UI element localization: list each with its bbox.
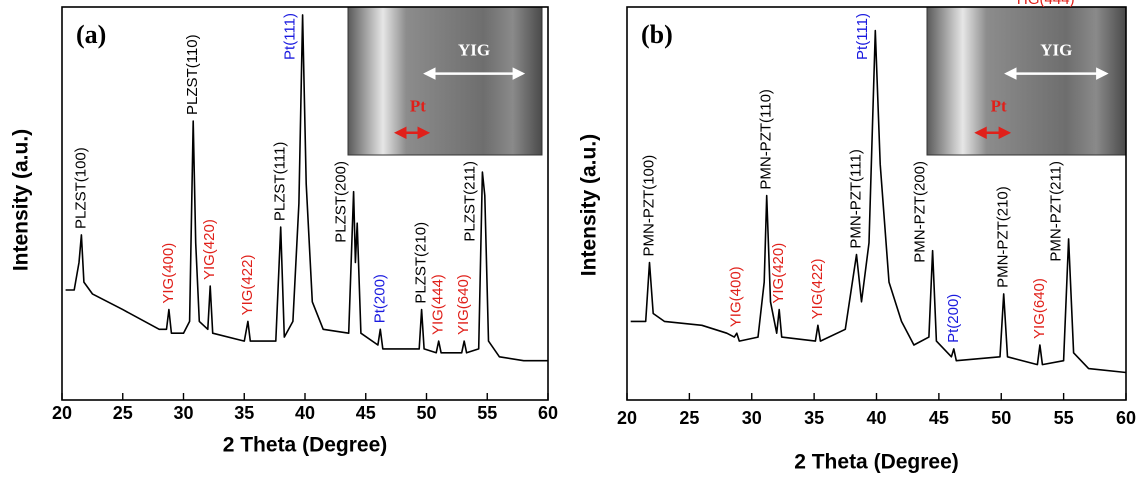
xrd-curve [630, 29, 1127, 374]
xrd-curve [65, 14, 548, 362]
peak-label: PLZST(110) [184, 34, 201, 115]
peak-label: PMN-PZT(211) [1048, 161, 1065, 262]
peak-label: YIG(444) [1014, 0, 1075, 8]
x-tick-label: 30 [742, 408, 762, 428]
inset-label: YIG [1040, 40, 1072, 59]
peak-label: PMN-PZT(100) [640, 155, 657, 257]
peak-label: Pt(111) [282, 13, 299, 60]
sem-inset [347, 6, 543, 156]
peak-label: PLZST(111) [272, 142, 289, 221]
x-tick-label: 60 [1116, 408, 1136, 428]
peak-label: Pt(200) [371, 274, 388, 323]
peak-label: YIG(444) [430, 274, 447, 335]
x-tick-label: 50 [991, 408, 1011, 428]
x-tick-label: 40 [295, 403, 315, 423]
peak-label: PLZST(100) [72, 147, 89, 229]
x-tick-label: 55 [1054, 408, 1074, 428]
x-tick-label: 25 [113, 403, 133, 423]
peak-label: PMN-PZT(210) [995, 186, 1012, 288]
x-tick-label: 30 [173, 403, 193, 423]
peak-label: YIG(400) [160, 243, 177, 304]
x-tick-label: 50 [416, 403, 436, 423]
x-tick-label: 20 [52, 403, 72, 423]
peak-label: PLZST(200) [333, 161, 350, 243]
peak-label: YIG(420) [201, 219, 218, 280]
peak-label: PLZST(211) [461, 161, 478, 242]
x-axis-label: 2 Theta (Degree) [223, 434, 388, 457]
inset-label: Pt [410, 97, 426, 116]
y-axis-label: Intensity (a.u.) [10, 129, 33, 271]
peak-label: YIG(640) [1031, 278, 1048, 339]
inset-label: YIG [458, 40, 490, 59]
x-tick-label: 55 [477, 403, 497, 423]
x-tick-label: 40 [866, 408, 886, 428]
x-tick-label: 45 [929, 408, 949, 428]
peak-label: PMN-PZT(200) [912, 161, 929, 263]
peak-label: YIG(640) [455, 274, 472, 335]
panel-label: (b) [641, 20, 673, 49]
inset-label: Pt [991, 97, 1007, 116]
peak-label: PMN-PZT(110) [758, 89, 775, 190]
x-tick-label: 20 [617, 408, 637, 428]
peak-label: YIG(422) [809, 258, 826, 319]
peak-label: YIG(420) [770, 243, 787, 304]
peak-label: YIG(400) [728, 266, 745, 327]
peak-label: PLZST(210) [413, 222, 430, 304]
peak-label: Pt(200) [945, 294, 962, 343]
panel-label: (a) [76, 20, 106, 49]
sem-inset [926, 6, 1127, 156]
peak-label: Pt(111) [854, 13, 871, 60]
peak-label: PMN-PZT(111) [848, 149, 865, 248]
x-axis-label: 2 Theta (Degree) [794, 451, 959, 474]
x-tick-label: 60 [538, 403, 558, 423]
y-axis-label: Intensity (a.u.) [578, 134, 601, 276]
x-tick-label: 45 [356, 403, 376, 423]
x-tick-label: 35 [234, 403, 254, 423]
peak-label: YIG(422) [239, 255, 256, 316]
x-tick-label: 35 [804, 408, 824, 428]
x-tick-label: 25 [679, 408, 699, 428]
